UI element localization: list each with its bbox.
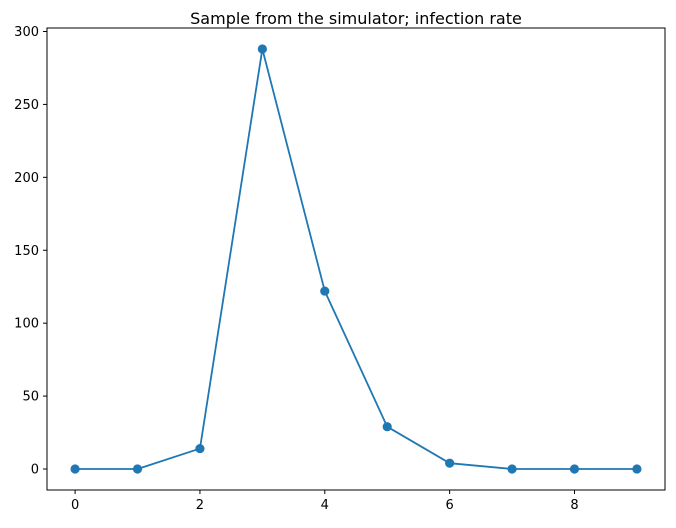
data-point (382, 422, 392, 432)
data-point (195, 443, 205, 454)
x-tick-label: 6 (445, 498, 453, 513)
y-tick-label: 100 (14, 317, 39, 332)
x-tick-label: 8 (570, 498, 578, 513)
data-point (132, 464, 143, 474)
x-tick-label: 4 (321, 498, 329, 513)
data-point (257, 44, 267, 54)
series-layer (70, 44, 642, 474)
plot-area (46, 27, 666, 491)
y-tick-label: 150 (14, 244, 39, 259)
data-point (320, 286, 330, 296)
data-point (569, 464, 580, 474)
data-point (70, 464, 80, 474)
x-axis: 0 2 4 6 8 (71, 490, 579, 513)
y-tick-label: 200 (14, 171, 39, 186)
y-tick-label: 0 (31, 463, 39, 478)
y-tick-label: 250 (14, 98, 39, 113)
y-tick-label: 50 (22, 390, 39, 405)
data-point (445, 458, 455, 468)
data-point (632, 464, 642, 474)
series-line (75, 48, 637, 470)
x-tick-label: 2 (196, 498, 204, 513)
y-axis: 0 50 100 150 200 250 300 (14, 25, 47, 478)
chart-title: Sample from the simulator; infection rat… (190, 9, 522, 28)
data-point (507, 464, 517, 474)
x-tick-label: 0 (71, 498, 79, 513)
y-tick-label: 300 (14, 25, 39, 40)
